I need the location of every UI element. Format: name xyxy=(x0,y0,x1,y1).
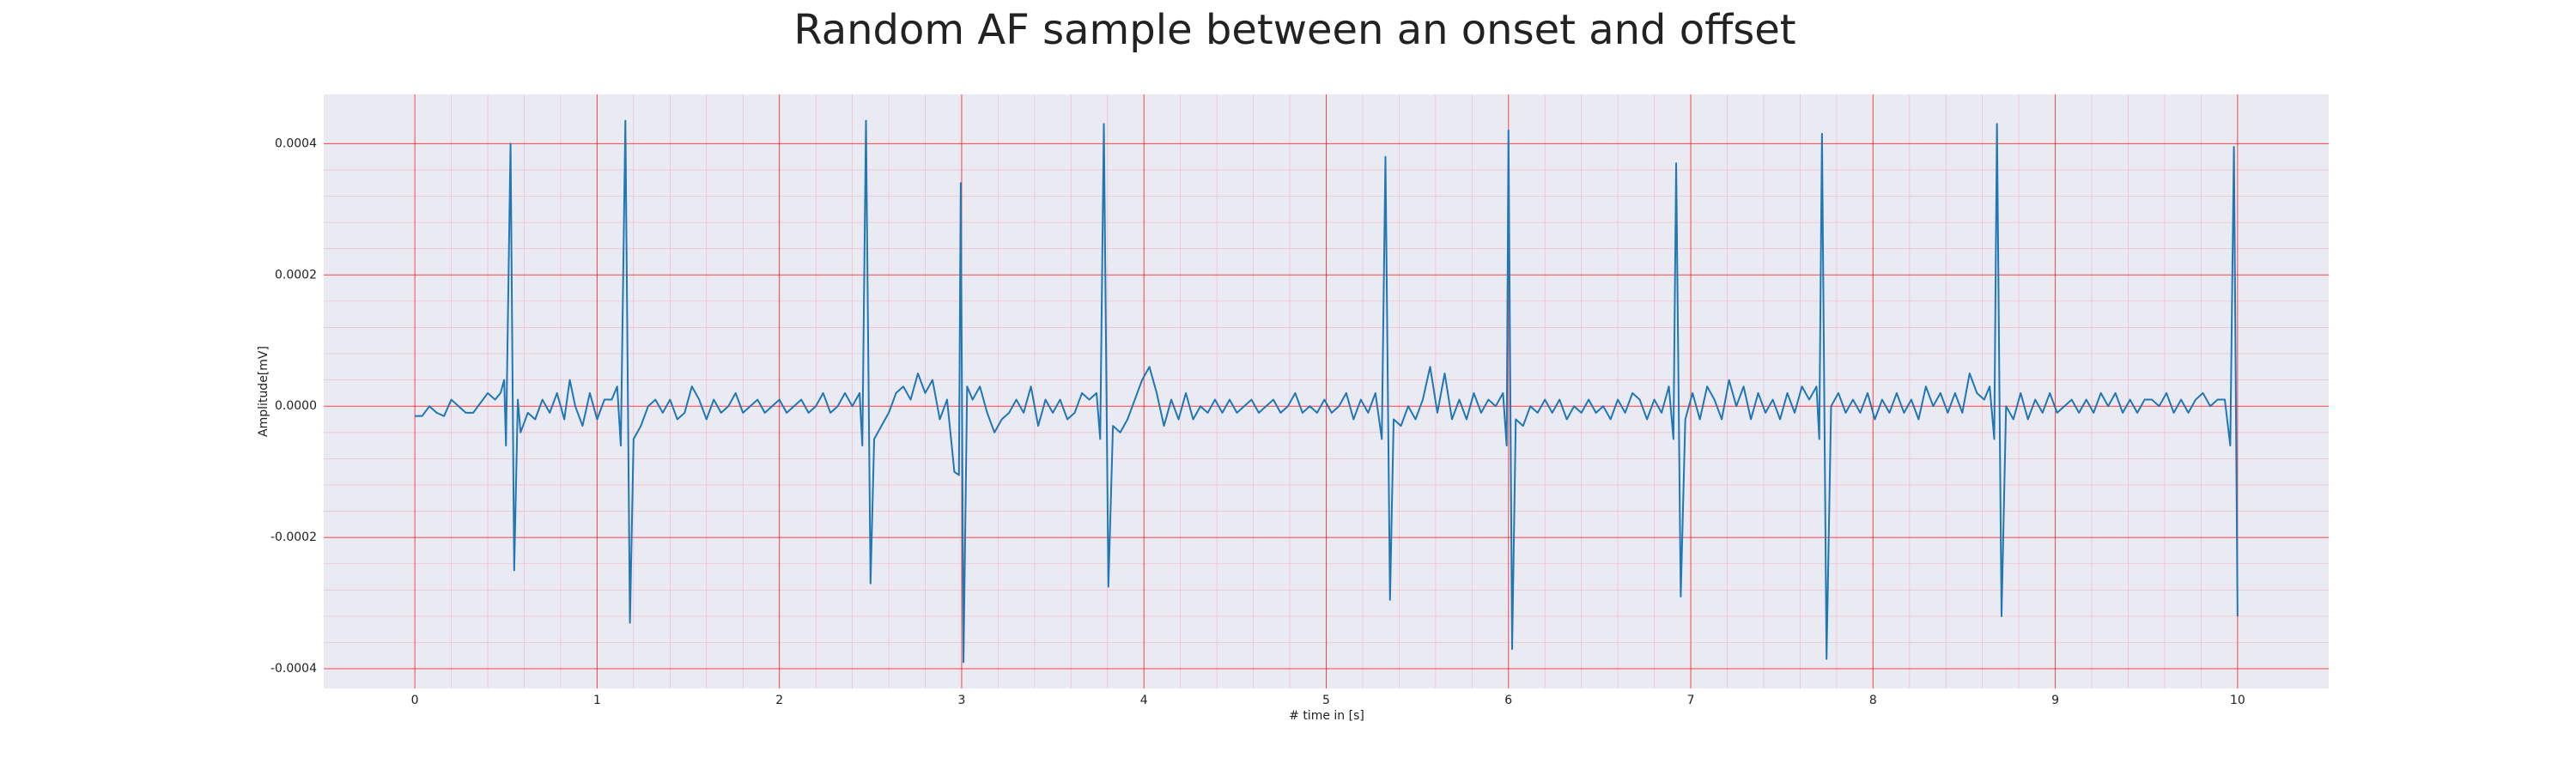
x-tick-label: 7 xyxy=(1687,694,1695,707)
chart-title: Random AF sample between an onset and of… xyxy=(793,6,1795,54)
x-tick-label: 1 xyxy=(593,694,601,707)
x-tick-label: 4 xyxy=(1140,694,1148,707)
x-tick-label: 6 xyxy=(1504,694,1512,707)
y-axis-label: Amplitude[mV] xyxy=(257,346,270,437)
x-tick-label: 3 xyxy=(957,694,965,707)
x-tick-label: 5 xyxy=(1322,694,1330,707)
x-tick-label: 8 xyxy=(1869,694,1877,707)
x-tick-label: 2 xyxy=(775,694,783,707)
x-tick-label: 0 xyxy=(411,694,419,707)
y-tick-label: -0.0004 xyxy=(270,662,317,676)
x-tick-label: 10 xyxy=(2230,694,2245,707)
y-tick-label: -0.0002 xyxy=(270,530,317,544)
signal-line xyxy=(415,119,2239,664)
y-tick-label: 0.0002 xyxy=(275,268,317,282)
x-axis-label: # time in [s] xyxy=(1289,709,1364,723)
y-tick-label: 0.0000 xyxy=(275,399,317,413)
y-tick-label: 0.0004 xyxy=(275,136,317,150)
x-tick-label: 9 xyxy=(2051,694,2059,707)
